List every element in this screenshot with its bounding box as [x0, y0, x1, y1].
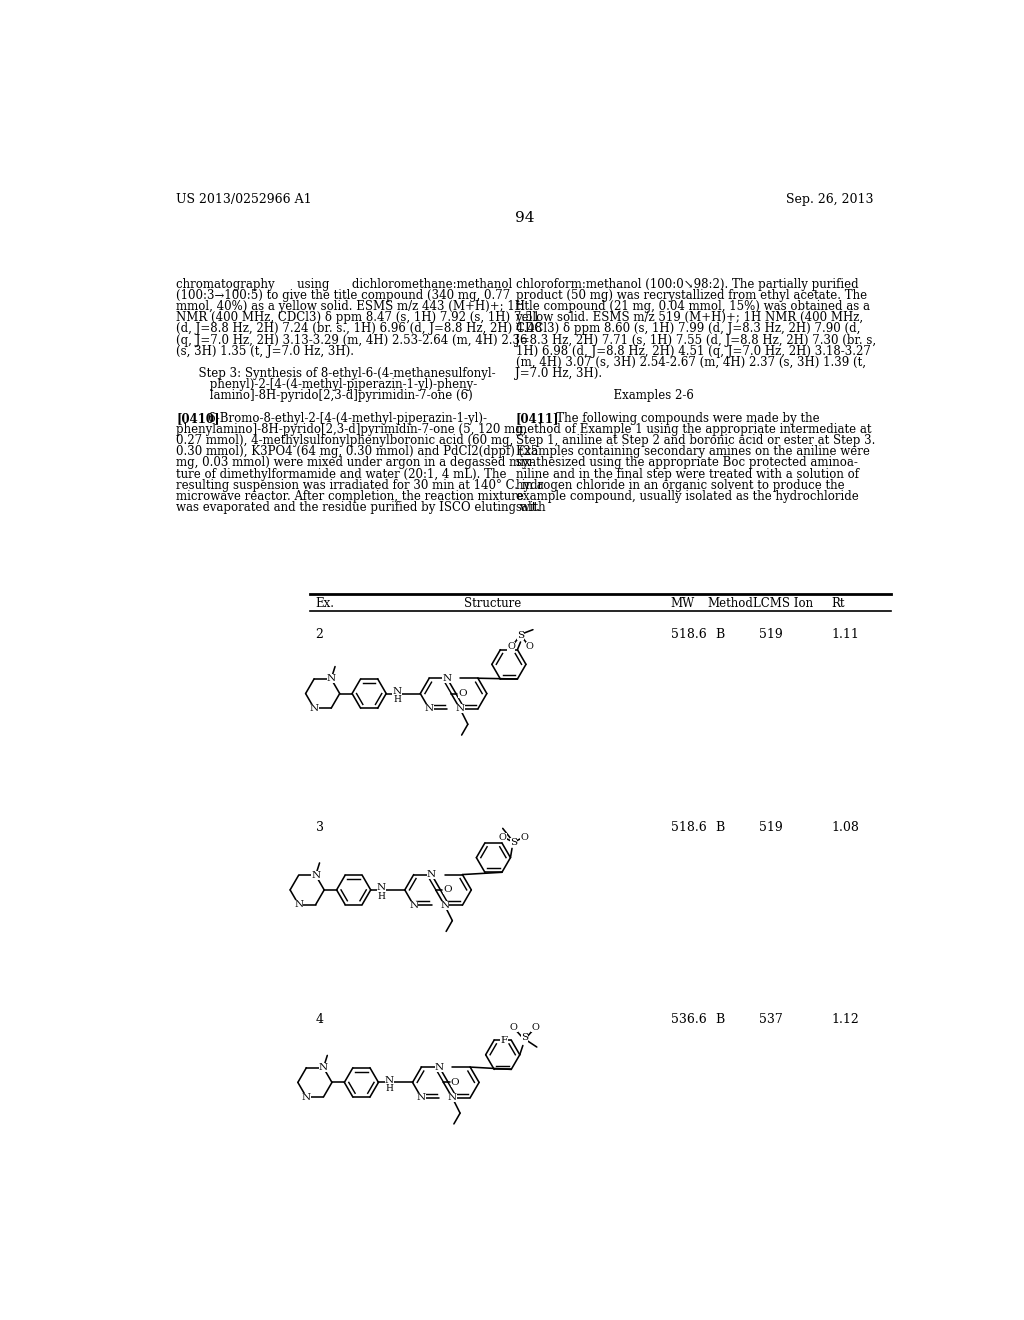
Text: 4: 4	[315, 1014, 324, 1026]
Text: phenyl)-2-[4-(4-methyl-piperazin-1-yl)-pheny-: phenyl)-2-[4-(4-methyl-piperazin-1-yl)-p…	[176, 379, 477, 391]
Text: 1H) 6.98 (d, J=8.8 Hz, 2H) 4.51 (q, J=7.0 Hz, 2H) 3.18-3.27: 1H) 6.98 (d, J=8.8 Hz, 2H) 4.51 (q, J=7.…	[515, 345, 870, 358]
Text: 519: 519	[759, 628, 782, 642]
Text: S: S	[521, 1034, 528, 1043]
Text: N: N	[425, 705, 434, 713]
Text: O: O	[443, 886, 452, 895]
Text: B: B	[716, 821, 725, 834]
Text: O: O	[459, 689, 467, 698]
Text: The following compounds were made by the: The following compounds were made by the	[545, 412, 819, 425]
Text: US 2013/0252966 A1: US 2013/0252966 A1	[176, 193, 311, 206]
Text: niline and in the final step were treated with a solution of: niline and in the final step were treate…	[515, 467, 858, 480]
Text: J=8.3 Hz, 2H) 7.71 (s, 1H) 7.55 (d, J=8.8 Hz, 2H) 7.30 (br. s,: J=8.3 Hz, 2H) 7.71 (s, 1H) 7.55 (d, J=8.…	[515, 334, 877, 347]
Text: 3: 3	[315, 821, 324, 834]
Text: N: N	[309, 704, 318, 713]
Text: N: N	[427, 870, 436, 879]
Text: (s, 3H) 1.35 (t, J=7.0 Hz, 3H).: (s, 3H) 1.35 (t, J=7.0 Hz, 3H).	[176, 345, 354, 358]
Text: B: B	[716, 1014, 725, 1026]
Text: (100:3→100:5) to give the title compound (340 mg, 0.77: (100:3→100:5) to give the title compound…	[176, 289, 510, 302]
Text: mmol, 40%) as a yellow solid. ESMS m/z 443 (M+H)+; 1H: mmol, 40%) as a yellow solid. ESMS m/z 4…	[176, 300, 525, 313]
Text: N: N	[327, 675, 336, 684]
Text: N: N	[318, 1063, 328, 1072]
Text: 94: 94	[515, 211, 535, 224]
Text: 1.08: 1.08	[831, 821, 859, 834]
Text: B: B	[716, 628, 725, 642]
Text: yellow solid. ESMS m/z 519 (M+H)+; 1H NMR (400 MHz,: yellow solid. ESMS m/z 519 (M+H)+; 1H NM…	[515, 312, 863, 325]
Text: [0411]: [0411]	[515, 412, 559, 425]
Text: product (50 mg) was recrystallized from ethyl acetate. The: product (50 mg) was recrystallized from …	[515, 289, 866, 302]
Text: 1.11: 1.11	[831, 628, 859, 642]
Text: H: H	[385, 1084, 393, 1093]
Text: 6-Bromo-8-ethyl-2-[4-(4-methyl-piperazin-1-yl)-: 6-Bromo-8-ethyl-2-[4-(4-methyl-piperazin…	[197, 412, 486, 425]
Text: 2: 2	[315, 628, 324, 642]
Text: salt.: salt.	[515, 502, 541, 513]
Text: Examples 2-6: Examples 2-6	[515, 389, 693, 403]
Text: O: O	[451, 1078, 460, 1086]
Text: 518.6: 518.6	[671, 821, 707, 834]
Text: Examples containing secondary amines on the aniline were: Examples containing secondary amines on …	[515, 445, 869, 458]
Text: N: N	[302, 1093, 311, 1102]
Text: lamino]-8H-pyrido[2,3-d]pyrimidin-7-one (6): lamino]-8H-pyrido[2,3-d]pyrimidin-7-one …	[176, 389, 473, 403]
Text: (q, J=7.0 Hz, 2H) 3.13-3.29 (m, 4H) 2.53-2.64 (m, 4H) 2.36: (q, J=7.0 Hz, 2H) 3.13-3.29 (m, 4H) 2.53…	[176, 334, 527, 347]
Text: microwave reactor. After completion, the reaction mixture: microwave reactor. After completion, the…	[176, 490, 524, 503]
Text: Rt: Rt	[831, 598, 845, 610]
Text: LCMS Ion: LCMS Ion	[753, 598, 813, 610]
Text: O: O	[510, 1023, 517, 1031]
Text: 0.30 mmol), K3PO4 (64 mg, 0.30 mmol) and PdCl2(dppf) (25: 0.30 mmol), K3PO4 (64 mg, 0.30 mmol) and…	[176, 445, 539, 458]
Text: N: N	[456, 705, 465, 713]
Text: synthesized using the appropriate Boc protected aminoa-: synthesized using the appropriate Boc pr…	[515, 457, 857, 470]
Text: O: O	[531, 1023, 540, 1031]
Text: 518.6: 518.6	[671, 628, 707, 642]
Text: 1.12: 1.12	[831, 1014, 859, 1026]
Text: S: S	[510, 838, 517, 846]
Text: N: N	[417, 1093, 426, 1102]
Text: H: H	[378, 891, 385, 900]
Text: Sep. 26, 2013: Sep. 26, 2013	[786, 193, 873, 206]
Text: title compound (21 mg, 0.04 mmol, 15%) was obtained as a: title compound (21 mg, 0.04 mmol, 15%) w…	[515, 300, 869, 313]
Text: N: N	[294, 900, 303, 909]
Text: (m, 4H) 3.07 (s, 3H) 2.54-2.67 (m, 4H) 2.37 (s, 3H) 1.39 (t,: (m, 4H) 3.07 (s, 3H) 2.54-2.67 (m, 4H) 2…	[515, 356, 865, 368]
Text: N: N	[447, 1093, 457, 1102]
Text: N: N	[385, 1076, 394, 1085]
Text: hydrogen chloride in an organic solvent to produce the: hydrogen chloride in an organic solvent …	[515, 479, 844, 492]
Text: O: O	[520, 833, 528, 842]
Text: Method: Method	[708, 598, 754, 610]
Text: Structure: Structure	[464, 598, 521, 610]
Text: method of Example 1 using the appropriate intermediate at: method of Example 1 using the appropriat…	[515, 422, 871, 436]
Text: chromatography      using      dichloromethane:methanol: chromatography using dichloromethane:met…	[176, 277, 512, 290]
Text: example compound, usually isolated as the hydrochloride: example compound, usually isolated as th…	[515, 490, 858, 503]
Text: 537: 537	[759, 1014, 782, 1026]
Text: mg, 0.03 mmol) were mixed under argon in a degassed mix-: mg, 0.03 mmol) were mixed under argon in…	[176, 457, 535, 470]
Text: [0410]: [0410]	[176, 412, 219, 425]
Text: chloroform:methanol (100:0↘98:2). The partially purified: chloroform:methanol (100:0↘98:2). The pa…	[515, 277, 858, 290]
Text: ture of dimethylformamide and water (20:1, 4 mL). The: ture of dimethylformamide and water (20:…	[176, 467, 507, 480]
Text: O: O	[507, 642, 515, 651]
Text: N: N	[377, 883, 386, 892]
Text: N: N	[311, 871, 321, 879]
Text: 536.6: 536.6	[671, 1014, 707, 1026]
Text: J=7.0 Hz, 3H).: J=7.0 Hz, 3H).	[515, 367, 603, 380]
Text: O: O	[526, 642, 534, 651]
Text: S: S	[517, 631, 524, 640]
Text: F: F	[501, 1036, 508, 1044]
Text: 0.27 mmol), 4-methylsulfonylphenylboronic acid (60 mg,: 0.27 mmol), 4-methylsulfonylphenylboroni…	[176, 434, 513, 447]
Text: (d, J=8.8 Hz, 2H) 7.24 (br. s., 1H) 6.96 (d, J=8.8 Hz, 2H) 4.48: (d, J=8.8 Hz, 2H) 7.24 (br. s., 1H) 6.96…	[176, 322, 542, 335]
Text: N: N	[440, 900, 450, 909]
Text: phenylamino]-8H-pyrido[2,3-d]pyrimidin-7-one (5, 120 mg,: phenylamino]-8H-pyrido[2,3-d]pyrimidin-7…	[176, 422, 526, 436]
Text: Step 1, aniline at Step 2 and boronic acid or ester at Step 3.: Step 1, aniline at Step 2 and boronic ac…	[515, 434, 874, 447]
Text: H: H	[393, 696, 401, 704]
Text: Step 3: Synthesis of 8-ethyl-6-(4-methanesulfonyl-: Step 3: Synthesis of 8-ethyl-6-(4-methan…	[176, 367, 496, 380]
Text: was evaporated and the residue purified by ISCO eluting with: was evaporated and the residue purified …	[176, 502, 546, 513]
Text: CDCl3) δ ppm 8.60 (s, 1H) 7.99 (d, J=8.3 Hz, 2H) 7.90 (d,: CDCl3) δ ppm 8.60 (s, 1H) 7.99 (d, J=8.3…	[515, 322, 860, 335]
Text: resulting suspension was irradiated for 30 min at 140° C. in a: resulting suspension was irradiated for …	[176, 479, 544, 492]
Text: Ex.: Ex.	[315, 598, 335, 610]
Text: NMR (400 MHz, CDCl3) δ ppm 8.47 (s, 1H) 7.92 (s, 1H) 7.51: NMR (400 MHz, CDCl3) δ ppm 8.47 (s, 1H) …	[176, 312, 540, 325]
Text: N: N	[410, 900, 418, 909]
Text: O: O	[499, 833, 507, 842]
Text: N: N	[392, 686, 401, 696]
Text: N: N	[442, 673, 452, 682]
Text: MW: MW	[671, 598, 694, 610]
Text: 519: 519	[759, 821, 782, 834]
Text: N: N	[435, 1063, 443, 1072]
